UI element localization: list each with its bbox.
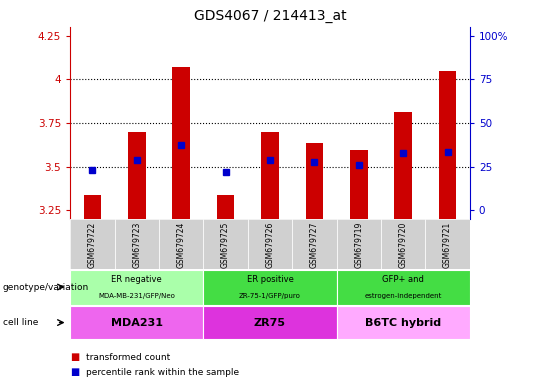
Bar	[172, 67, 190, 219]
Bar	[306, 143, 323, 219]
Bar	[70, 306, 204, 339]
Text: B6TC hybrid: B6TC hybrid	[365, 318, 441, 328]
Bar	[350, 150, 368, 219]
Bar	[336, 306, 470, 339]
Bar	[159, 219, 204, 269]
Text: GSM679726: GSM679726	[266, 221, 274, 268]
Bar	[394, 113, 412, 219]
Text: cell line: cell line	[3, 318, 38, 327]
Bar	[438, 71, 456, 219]
Text: MDA231: MDA231	[111, 318, 163, 328]
Bar	[70, 270, 204, 305]
Text: GSM679719: GSM679719	[354, 221, 363, 268]
Bar	[204, 219, 248, 269]
Bar	[84, 195, 102, 219]
Bar	[204, 270, 336, 305]
Text: GSM679722: GSM679722	[88, 221, 97, 268]
Text: GSM679727: GSM679727	[310, 221, 319, 268]
Text: MDA-MB-231/GFP/Neo: MDA-MB-231/GFP/Neo	[98, 293, 176, 299]
Text: GSM679723: GSM679723	[132, 221, 141, 268]
Text: ER negative: ER negative	[111, 275, 162, 284]
Text: GSM679725: GSM679725	[221, 221, 230, 268]
Text: ZR-75-1/GFP/puro: ZR-75-1/GFP/puro	[239, 293, 301, 299]
Text: GSM679721: GSM679721	[443, 221, 452, 268]
Bar	[204, 306, 336, 339]
Bar	[261, 132, 279, 219]
Text: ER positive: ER positive	[247, 275, 293, 284]
Bar	[128, 132, 146, 219]
Text: ■: ■	[70, 352, 79, 362]
Text: percentile rank within the sample: percentile rank within the sample	[86, 368, 240, 377]
Text: transformed count: transformed count	[86, 353, 171, 362]
Bar	[70, 219, 114, 269]
Text: GSM679720: GSM679720	[399, 221, 408, 268]
Text: GFP+ and: GFP+ and	[382, 275, 424, 284]
Bar	[336, 219, 381, 269]
Bar	[381, 219, 426, 269]
Text: ZR75: ZR75	[254, 318, 286, 328]
Bar	[114, 219, 159, 269]
Bar	[336, 270, 470, 305]
Title: GDS4067 / 214413_at: GDS4067 / 214413_at	[194, 9, 346, 23]
Text: ■: ■	[70, 367, 79, 377]
Bar	[248, 219, 292, 269]
Text: estrogen-independent: estrogen-independent	[364, 293, 442, 299]
Text: GSM679724: GSM679724	[177, 221, 186, 268]
Bar	[426, 219, 470, 269]
Bar	[292, 219, 336, 269]
Text: genotype/variation: genotype/variation	[3, 283, 89, 291]
Bar	[217, 195, 234, 219]
